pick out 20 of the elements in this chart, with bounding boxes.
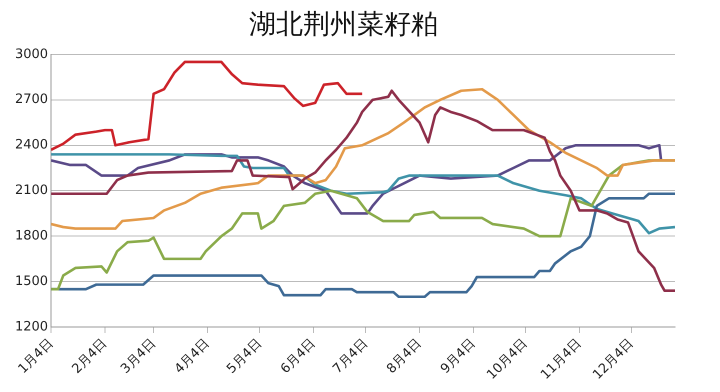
x-tick-label: 8月4日	[384, 336, 425, 377]
y-tick-label: 3000	[14, 46, 48, 62]
x-tick-label: 12月4日	[590, 336, 637, 383]
y-tick-label: 1500	[14, 274, 48, 289]
y-tick-label: 1800	[14, 228, 48, 244]
x-tick-label: 6月4日	[278, 336, 319, 377]
y-tick-label: 2400	[14, 138, 48, 153]
y-tick-label: 2700	[14, 92, 48, 108]
chart-title: 湖北荆州菜籽粕	[249, 9, 438, 40]
x-tick-label: 2月4日	[69, 336, 110, 377]
x-tick-label: 7月4日	[330, 336, 371, 377]
y-tick-label: 2100	[14, 183, 48, 198]
y-tick-label: 1200	[14, 319, 48, 334]
x-tick-label: 3月4日	[118, 336, 159, 377]
x-tick-label: 9月4日	[438, 336, 479, 377]
x-tick-label: 1月4日	[16, 336, 56, 377]
x-tick-label: 4月4日	[172, 336, 213, 377]
x-tick-label: 11月4日	[538, 336, 585, 383]
x-tick-label: 10月4日	[484, 336, 531, 383]
x-tick-label: 5月4日	[224, 336, 265, 377]
